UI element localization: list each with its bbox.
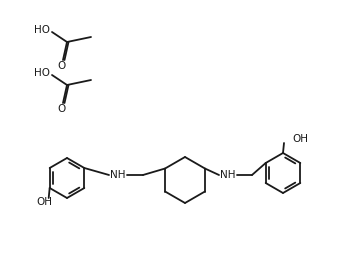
Text: HO: HO [34, 25, 50, 35]
Text: O: O [57, 104, 65, 114]
Text: O: O [57, 61, 65, 71]
Text: NH: NH [110, 170, 126, 180]
Text: HO: HO [34, 68, 50, 78]
Text: OH: OH [37, 197, 53, 207]
Text: OH: OH [292, 134, 308, 144]
Text: NH: NH [220, 170, 236, 180]
